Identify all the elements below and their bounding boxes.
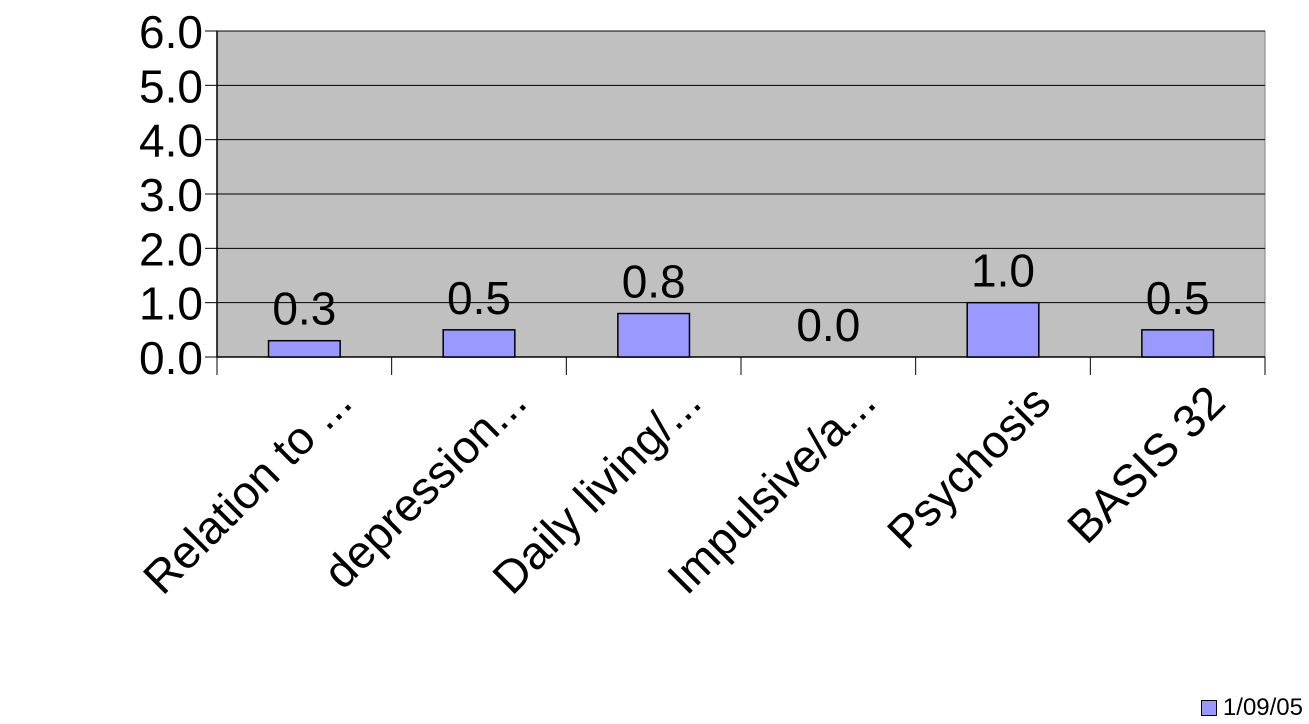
bar (617, 312, 691, 358)
data-label: 0.5 (447, 272, 511, 324)
data-label: 1.0 (971, 245, 1035, 297)
data-label: 0.5 (1146, 272, 1210, 324)
legend-swatch (1200, 700, 1217, 716)
y-axis-ticks: 0.01.02.03.04.05.06.0 (139, 6, 217, 384)
bar (1141, 329, 1215, 358)
y-tick-label: 4.0 (139, 115, 203, 167)
bar (442, 329, 516, 358)
y-tick-label: 6.0 (139, 6, 203, 58)
y-tick-label: 5.0 (139, 60, 203, 112)
y-tick-label: 0.0 (139, 332, 203, 384)
y-tick-label: 2.0 (139, 223, 203, 275)
bars (267, 301, 1215, 358)
legend: 1/09/05 (1200, 694, 1303, 722)
x-category-label: BASIS 32 (1057, 375, 1235, 553)
x-axis-categories: Relation to ...depression...Daily living… (133, 357, 1266, 604)
y-tick-label: 3.0 (139, 169, 203, 221)
x-category-label: Psychosis (877, 375, 1060, 558)
data-labels: 0.3 0.5 0.8 0.0 1.0 0.5 (272, 245, 1209, 351)
bar (966, 301, 1040, 358)
data-label: 0.3 (272, 283, 336, 335)
plot-area (216, 30, 1266, 358)
y-tick-label: 1.0 (139, 278, 203, 330)
data-label: 0.0 (796, 299, 860, 351)
legend-label: 1/09/05 (1222, 694, 1303, 721)
data-label: 0.8 (622, 256, 686, 308)
bar (267, 339, 341, 358)
